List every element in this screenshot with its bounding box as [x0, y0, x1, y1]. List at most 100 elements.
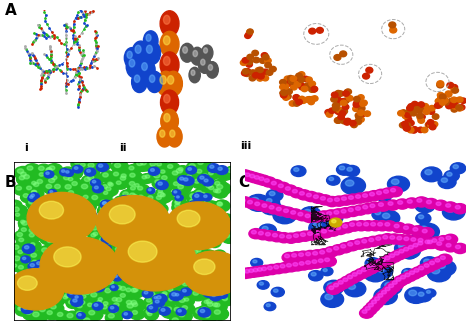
Circle shape	[363, 205, 368, 209]
Circle shape	[269, 206, 274, 209]
Circle shape	[74, 167, 78, 169]
Circle shape	[174, 256, 190, 268]
Circle shape	[215, 181, 220, 185]
Circle shape	[446, 103, 452, 109]
Circle shape	[140, 161, 146, 165]
Circle shape	[217, 202, 222, 206]
Circle shape	[398, 274, 412, 284]
Circle shape	[388, 202, 393, 205]
Circle shape	[27, 166, 33, 170]
Circle shape	[22, 244, 35, 253]
Circle shape	[147, 275, 153, 279]
Circle shape	[134, 75, 140, 82]
Circle shape	[382, 255, 397, 264]
Circle shape	[376, 237, 381, 240]
Circle shape	[44, 166, 57, 176]
Circle shape	[97, 300, 102, 304]
Circle shape	[342, 224, 348, 228]
Circle shape	[334, 198, 340, 201]
Circle shape	[274, 206, 288, 215]
Circle shape	[418, 241, 423, 245]
Circle shape	[340, 51, 347, 57]
Circle shape	[398, 247, 412, 257]
Circle shape	[247, 54, 253, 60]
Circle shape	[186, 202, 202, 213]
Circle shape	[163, 56, 170, 66]
Circle shape	[292, 189, 297, 193]
Circle shape	[357, 95, 364, 100]
Circle shape	[208, 256, 214, 260]
Circle shape	[211, 223, 216, 227]
Circle shape	[191, 70, 195, 75]
Circle shape	[124, 234, 138, 244]
Circle shape	[70, 244, 86, 256]
Circle shape	[78, 299, 91, 309]
Circle shape	[434, 103, 441, 108]
Circle shape	[450, 163, 466, 174]
Circle shape	[196, 248, 201, 252]
Circle shape	[311, 96, 318, 101]
Circle shape	[66, 258, 78, 266]
Circle shape	[90, 179, 101, 186]
Circle shape	[208, 165, 221, 174]
Circle shape	[66, 176, 79, 185]
Circle shape	[374, 265, 393, 278]
Circle shape	[408, 104, 414, 109]
Circle shape	[431, 121, 438, 127]
Circle shape	[377, 191, 382, 195]
Circle shape	[303, 212, 317, 222]
Circle shape	[278, 184, 284, 188]
Circle shape	[170, 169, 186, 181]
Circle shape	[176, 310, 192, 322]
Circle shape	[173, 198, 187, 208]
Circle shape	[76, 215, 81, 219]
Circle shape	[195, 234, 211, 246]
Circle shape	[190, 202, 195, 206]
Circle shape	[57, 247, 63, 251]
Circle shape	[175, 204, 180, 208]
Circle shape	[376, 261, 381, 264]
Circle shape	[213, 231, 217, 234]
Circle shape	[71, 297, 83, 307]
Circle shape	[21, 220, 25, 223]
Circle shape	[380, 234, 395, 244]
Circle shape	[177, 258, 182, 262]
Circle shape	[175, 294, 179, 296]
Circle shape	[208, 164, 219, 172]
Circle shape	[189, 164, 195, 168]
Circle shape	[172, 188, 187, 199]
Circle shape	[46, 281, 60, 291]
Circle shape	[151, 303, 155, 306]
Circle shape	[194, 203, 206, 213]
Circle shape	[100, 212, 118, 225]
Circle shape	[127, 179, 142, 191]
Circle shape	[284, 76, 291, 81]
Circle shape	[170, 212, 183, 222]
Circle shape	[299, 253, 304, 257]
Circle shape	[264, 302, 276, 310]
Circle shape	[193, 250, 198, 254]
Circle shape	[280, 79, 286, 85]
Circle shape	[18, 307, 24, 310]
Circle shape	[36, 226, 41, 230]
Circle shape	[39, 267, 43, 270]
Circle shape	[24, 164, 41, 176]
Circle shape	[286, 235, 292, 238]
Circle shape	[363, 305, 377, 315]
Circle shape	[39, 173, 44, 176]
Circle shape	[244, 269, 250, 273]
Circle shape	[94, 186, 98, 189]
Circle shape	[42, 290, 47, 294]
Circle shape	[73, 296, 80, 301]
Circle shape	[92, 302, 103, 310]
Circle shape	[337, 164, 352, 175]
Circle shape	[89, 275, 105, 287]
Circle shape	[160, 260, 172, 269]
Circle shape	[404, 247, 409, 251]
Circle shape	[41, 223, 48, 228]
Circle shape	[104, 246, 107, 248]
Circle shape	[188, 201, 200, 210]
Circle shape	[292, 78, 298, 83]
Circle shape	[82, 223, 99, 236]
Circle shape	[325, 197, 339, 207]
